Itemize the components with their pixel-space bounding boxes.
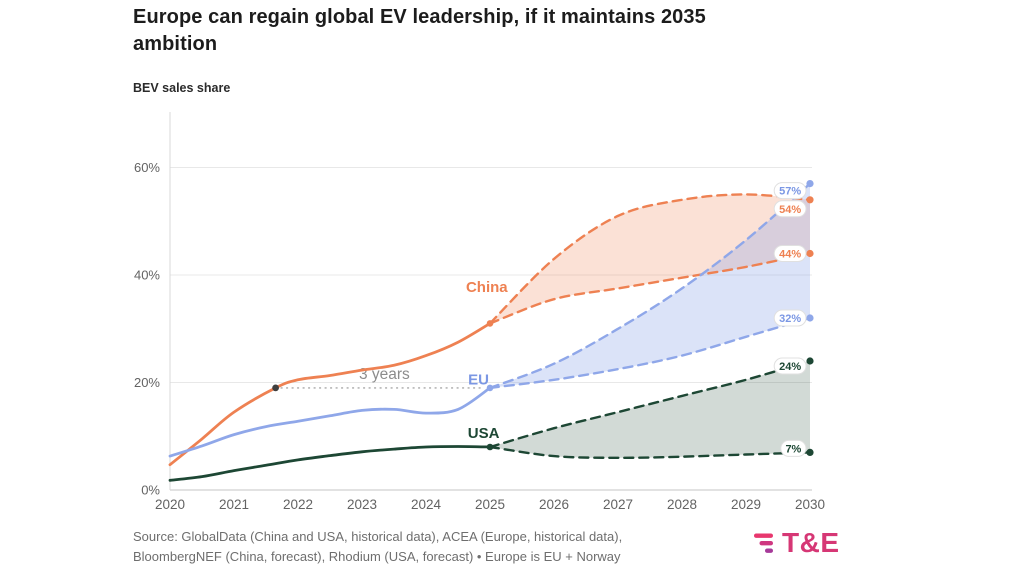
usa-end-dot-24% (806, 357, 814, 365)
usa-historical-line (168, 445, 492, 482)
x-tick-label-2025: 2025 (475, 497, 505, 512)
usa-forecast-upper-line (488, 359, 812, 449)
china-end-label-pill-44% (773, 245, 807, 262)
china-end-dot-44% (806, 249, 814, 258)
x-tick-label-2023: 2023 (347, 497, 377, 512)
y-tick-label-60%: 60% (134, 160, 160, 175)
eu-forecast-start-dot (486, 384, 494, 392)
china-historical-line (168, 322, 492, 467)
china-end-dot-54% (806, 196, 814, 204)
y-tick-label-20%: 20% (134, 375, 160, 390)
chart-title: Europe can regain global EV leadership, … (133, 6, 706, 55)
usa-forecast-lower-line (488, 445, 812, 460)
usa-end-label-7%: 7% (785, 443, 801, 455)
china-forecast-band (490, 194, 810, 324)
usa-end-label-24%: 24% (779, 361, 801, 373)
usa-end-label-pill-24% (773, 357, 807, 375)
eu-forecast-band (490, 183, 810, 388)
eu-historical-line (168, 386, 492, 458)
eu-series-label: EU (468, 371, 489, 388)
logo-speed-lines-icon (754, 533, 773, 553)
x-tick-label-2026: 2026 (539, 497, 569, 512)
x-tick-label-2021: 2021 (219, 497, 249, 512)
eu-end-label-57%: 57% (779, 186, 801, 198)
source-note: Source: GlobalData (China and USA, histo… (133, 527, 622, 566)
te-logo: T&E (750, 527, 840, 559)
eu-end-dot-57% (806, 180, 814, 188)
china-forecast-start-dot (486, 320, 494, 327)
y-axis-title: BEV sales share (133, 81, 231, 95)
x-tick-label-2028: 2028 (667, 497, 697, 512)
china-end-label-44%: 44% (779, 249, 801, 261)
logo-text: T&E (782, 527, 840, 558)
china-end-label-pill-54% (773, 200, 807, 218)
x-tick-label-2029: 2029 (731, 497, 761, 512)
y-tick-label-40%: 40% (134, 268, 160, 283)
china-forecast-upper-line (488, 193, 812, 325)
x-tick-label-2024: 2024 (411, 497, 442, 512)
x-tick-label-2030: 2030 (795, 497, 825, 512)
china-end-label-54%: 54% (779, 204, 801, 216)
source-line-2: BloombergNEF (China, forecast), Rhodium … (133, 548, 621, 564)
usa-series-label: USA (468, 425, 500, 442)
eu-forecast-upper-line (488, 182, 812, 390)
eu-end-label-pill-32% (773, 309, 807, 327)
x-tick-label-2027: 2027 (603, 497, 633, 512)
source-line-1: Source: GlobalData (China and USA, histo… (133, 529, 623, 544)
usa-end-label-pill-7% (780, 439, 807, 457)
x-tick-label-2022: 2022 (283, 497, 313, 512)
three-years-start-dot (272, 384, 279, 392)
x-tick-label-2020: 2020 (155, 497, 185, 512)
y-tick-label-0%: 0% (141, 483, 160, 498)
usa-forecast-start-dot (486, 443, 494, 451)
eu-end-dot-32% (806, 314, 814, 322)
china-forecast-lower-line (488, 252, 812, 325)
china-series-label: China (466, 279, 508, 296)
eu-end-label-32%: 32% (779, 313, 801, 325)
eu-end-label-pill-57% (773, 182, 807, 200)
usa-end-dot-7% (806, 448, 814, 456)
